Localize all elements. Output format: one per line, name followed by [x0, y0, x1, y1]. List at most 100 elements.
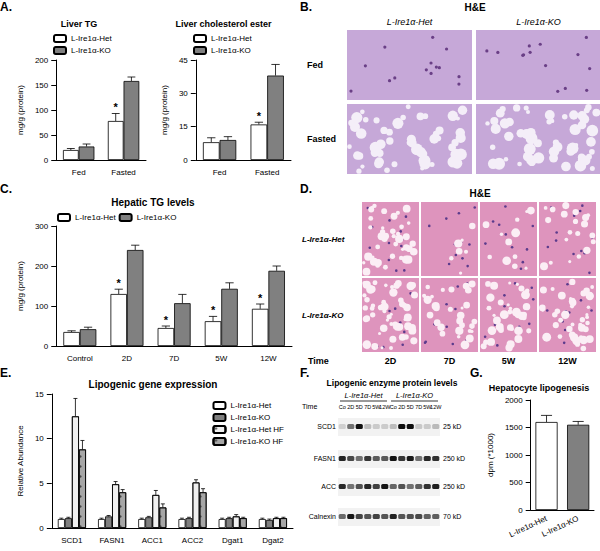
svg-text:Calnexin: Calnexin: [309, 513, 336, 520]
svg-text:0: 0: [518, 506, 523, 515]
svg-text:2D: 2D: [385, 356, 397, 366]
svg-text:L-Ire1α-KO HF: L-Ire1α-KO HF: [230, 437, 283, 446]
svg-text:L-Ire1α-KO: L-Ire1α-KO: [302, 311, 344, 320]
svg-text:250 kD: 250 kD: [443, 455, 465, 462]
svg-text:500: 500: [509, 478, 523, 487]
svg-text:ACC: ACC: [321, 483, 336, 490]
svg-text:Co: Co: [390, 404, 397, 410]
svg-text:15: 15: [179, 122, 188, 131]
svg-text:10: 10: [35, 434, 44, 443]
svg-text:Time: Time: [308, 356, 329, 366]
svg-text:mg/g (protein): mg/g (protein): [16, 261, 25, 311]
svg-text:Dgat2: Dgat2: [262, 536, 284, 545]
svg-text:ACC2: ACC2: [182, 536, 204, 545]
svg-text:Lipogenic enzyme protein level: Lipogenic enzyme protein levels: [327, 378, 458, 388]
svg-text:H&E: H&E: [469, 188, 490, 199]
svg-text:1000: 1000: [505, 451, 523, 460]
svg-text:7D: 7D: [444, 356, 456, 366]
svg-text:SCD1: SCD1: [317, 423, 336, 430]
svg-text:250 kD: 250 kD: [443, 483, 465, 490]
svg-text:FASN1: FASN1: [314, 455, 336, 462]
svg-text:L-Ire1α-KO: L-Ire1α-KO: [230, 413, 270, 422]
svg-text:L-Ire1α-KO: L-Ire1α-KO: [71, 46, 111, 55]
svg-text:300: 300: [35, 222, 49, 231]
svg-text:12W: 12W: [430, 404, 442, 410]
svg-text:*: *: [114, 101, 119, 113]
svg-text:L-Ire1α-Het: L-Ire1α-Het: [387, 17, 433, 27]
svg-text:0: 0: [39, 524, 44, 533]
svg-text:L-Ire1α-KO: L-Ire1α-KO: [211, 46, 251, 55]
svg-text:dpm (*1000): dpm (*1000): [486, 433, 495, 477]
svg-text:7D: 7D: [415, 404, 422, 410]
svg-text:Fed: Fed: [307, 60, 323, 70]
svg-text:100: 100: [35, 302, 49, 311]
svg-text:Fasted: Fasted: [307, 134, 336, 144]
svg-text:5D: 5D: [407, 404, 414, 410]
svg-text:FASN1: FASN1: [99, 536, 125, 545]
svg-text:200: 200: [35, 262, 49, 271]
svg-text:mg/g (protein): mg/g (protein): [16, 85, 25, 135]
svg-text:0: 0: [183, 156, 188, 165]
svg-text:Dgat1: Dgat1: [222, 536, 244, 545]
svg-text:7D: 7D: [169, 354, 179, 363]
svg-text:5W: 5W: [502, 356, 516, 366]
svg-text:L-Ire1α-Het: L-Ire1α-Het: [230, 401, 271, 410]
svg-text:45: 45: [179, 56, 188, 65]
svg-text:Co: Co: [339, 404, 346, 410]
svg-text:L-Ire1α-KO: L-Ire1α-KO: [540, 514, 580, 539]
svg-text:L-Ire1α-Het: L-Ire1α-Het: [75, 213, 116, 222]
svg-text:50: 50: [39, 131, 48, 140]
svg-text:150: 150: [35, 81, 49, 90]
svg-text:Hepatic TG levels: Hepatic TG levels: [111, 197, 195, 208]
svg-text:L-Ire1α-Het: L-Ire1α-Het: [344, 391, 383, 400]
svg-text:12W: 12W: [260, 354, 277, 363]
svg-text:0: 0: [44, 342, 49, 351]
svg-text:12W: 12W: [558, 356, 577, 366]
svg-text:Fed: Fed: [213, 168, 227, 177]
svg-text:L-Ire1α-KO: L-Ire1α-KO: [396, 391, 433, 400]
svg-text:5D: 5D: [356, 404, 363, 410]
svg-text:L-Ire1α-Het: L-Ire1α-Het: [507, 513, 549, 540]
svg-text:Liver TG: Liver TG: [61, 19, 98, 29]
html-text:G.: G.: [470, 366, 483, 380]
svg-text:Relative Abundance: Relative Abundance: [16, 425, 25, 497]
svg-text:Fasted: Fasted: [111, 168, 135, 177]
svg-text:Control: Control: [67, 354, 93, 363]
svg-text:5W: 5W: [215, 354, 227, 363]
svg-text:2D: 2D: [347, 404, 354, 410]
svg-text:5: 5: [39, 479, 44, 488]
svg-text:15: 15: [35, 390, 44, 399]
svg-text:*: *: [211, 304, 216, 316]
svg-text:30: 30: [179, 89, 188, 98]
svg-text:L-Ire1α-Het: L-Ire1α-Het: [71, 34, 112, 43]
svg-text:Fasted: Fasted: [255, 168, 279, 177]
svg-text:2D: 2D: [122, 354, 132, 363]
svg-text:SCD1: SCD1: [61, 536, 83, 545]
svg-text:Time: Time: [302, 403, 317, 410]
svg-text:L-Ire1α-Het: L-Ire1α-Het: [211, 34, 252, 43]
svg-text:1500: 1500: [505, 423, 523, 432]
svg-text:7D: 7D: [364, 404, 371, 410]
svg-text:*: *: [258, 292, 263, 304]
svg-text:*: *: [117, 277, 122, 289]
svg-text:L-Ire1α-Het HF: L-Ire1α-Het HF: [230, 425, 284, 434]
svg-text:Liver cholesterol ester: Liver cholesterol ester: [175, 19, 272, 29]
svg-text:L-Ire1α-KO: L-Ire1α-KO: [137, 213, 177, 222]
svg-text:200: 200: [35, 56, 49, 65]
svg-text:ACC1: ACC1: [142, 536, 164, 545]
svg-text:Hepatocyte lipogenesis: Hepatocyte lipogenesis: [489, 383, 590, 393]
svg-text:25 kD: 25 kD: [443, 423, 461, 430]
svg-text:L-Ire1α-KO: L-Ire1α-KO: [516, 17, 561, 27]
svg-text:L-Ire1α-Het: L-Ire1α-Het: [302, 235, 345, 244]
svg-text:*: *: [257, 110, 262, 122]
svg-text:2000: 2000: [505, 396, 523, 405]
svg-text:mg/g (protein): mg/g (protein): [160, 85, 169, 135]
svg-text:Lipogenic gene expression: Lipogenic gene expression: [89, 379, 218, 390]
svg-text:2D: 2D: [398, 404, 405, 410]
svg-text:0: 0: [44, 156, 49, 165]
svg-text:100: 100: [35, 106, 49, 115]
svg-text:Fed: Fed: [72, 168, 86, 177]
svg-text:H&E: H&E: [464, 2, 485, 13]
svg-text:*: *: [164, 314, 169, 326]
svg-text:70 kD: 70 kD: [443, 513, 461, 520]
